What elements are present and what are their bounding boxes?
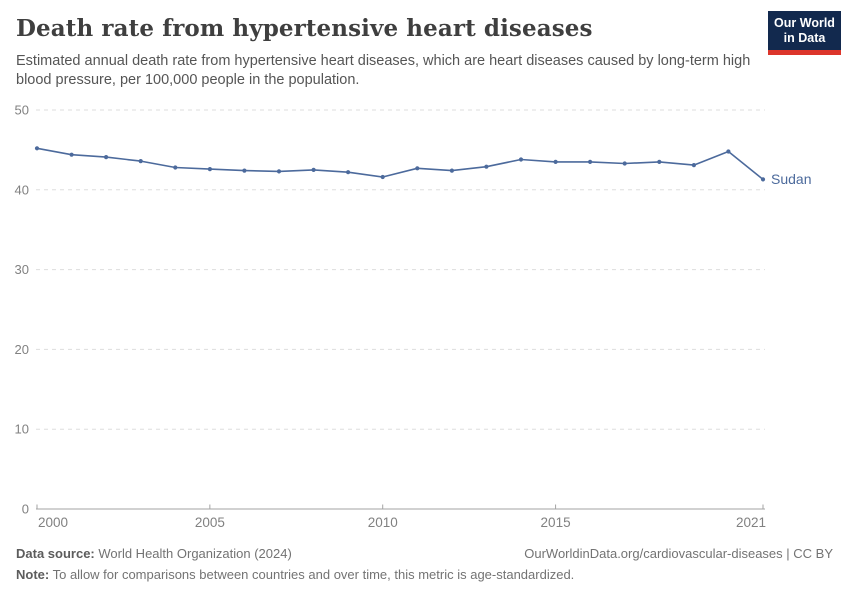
- data-source-label: Data source:: [16, 546, 95, 561]
- y-tick-label-30: 30: [15, 262, 29, 277]
- y-tick-label-20: 20: [15, 342, 29, 357]
- x-tick-label-2021: 2021: [736, 515, 766, 530]
- x-tick-label-2000: 2000: [38, 515, 68, 530]
- data-point-2020[interactable]: [726, 149, 731, 154]
- data-point-2017[interactable]: [622, 161, 627, 166]
- y-tick-label-10: 10: [15, 422, 29, 437]
- y-tick-label-50: 50: [15, 103, 29, 118]
- y-tick-label-0: 0: [22, 502, 29, 517]
- data-point-2001[interactable]: [69, 152, 74, 157]
- chart-subtitle: Estimated annual death rate from hyperte…: [16, 53, 751, 88]
- data-point-2000[interactable]: [34, 146, 40, 151]
- x-tick-label-2015: 2015: [541, 515, 571, 530]
- data-point-2006[interactable]: [242, 168, 247, 173]
- data-point-2019[interactable]: [691, 163, 697, 168]
- note-value: To allow for comparisons between countri…: [49, 567, 575, 582]
- data-point-2005[interactable]: [207, 167, 212, 172]
- data-source-value: World Health Organization (2024): [94, 546, 292, 561]
- data-point-2009[interactable]: [346, 170, 351, 175]
- owid-logo-line1: Our World: [774, 15, 835, 30]
- data-point-2002[interactable]: [104, 155, 109, 160]
- data-source: Data source: World Health Organization (…: [16, 546, 292, 561]
- data-point-2021[interactable]: [760, 177, 766, 182]
- data-point-2011[interactable]: [415, 166, 420, 171]
- data-point-2003[interactable]: [138, 159, 143, 164]
- data-point-2007[interactable]: [276, 169, 282, 174]
- owid-citation-link[interactable]: OurWorldinData.org/cardiovascular-diseas…: [524, 546, 833, 561]
- series-label-sudan[interactable]: Sudan: [771, 171, 811, 187]
- data-point-2004[interactable]: [173, 165, 178, 170]
- owid-logo-line2: in Data: [783, 30, 826, 45]
- data-point-2015[interactable]: [553, 159, 558, 164]
- data-point-2016[interactable]: [588, 159, 593, 164]
- x-tick-label-2010: 2010: [368, 515, 398, 530]
- data-point-2010[interactable]: [380, 174, 385, 180]
- chart-footer: Data source: World Health Organization (…: [16, 546, 833, 582]
- chart-title: Death rate from hypertensive heart disea…: [16, 15, 593, 42]
- data-point-2014[interactable]: [518, 157, 524, 162]
- owid-logo[interactable]: Our World in Data: [768, 11, 841, 55]
- y-tick-label-40: 40: [15, 182, 29, 197]
- series-line-sudan[interactable]: [36, 147, 764, 181]
- x-tick-label-2005: 2005: [195, 515, 225, 530]
- chart-note: Note: To allow for comparisons between c…: [16, 567, 833, 582]
- data-point-2012[interactable]: [449, 168, 454, 173]
- data-point-2018[interactable]: [657, 159, 662, 164]
- data-point-2013[interactable]: [484, 164, 489, 169]
- data-point-2008[interactable]: [311, 167, 316, 172]
- note-label: Note:: [16, 567, 50, 582]
